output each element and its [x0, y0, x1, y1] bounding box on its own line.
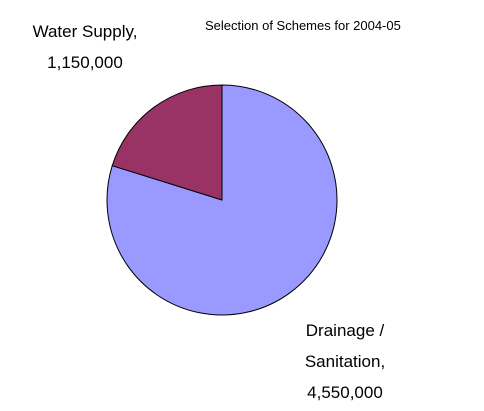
slice-label: Drainage / Sanitation,	[304, 321, 386, 371]
slice	[106, 84, 338, 316]
chart-title: Selection of Schemes for 2004-05	[205, 18, 401, 33]
slice-label: Water Supply,	[32, 22, 138, 41]
value-label: 1,150,000	[47, 53, 123, 72]
slice	[111, 84, 223, 201]
value-label: 4,550,000	[307, 383, 383, 402]
